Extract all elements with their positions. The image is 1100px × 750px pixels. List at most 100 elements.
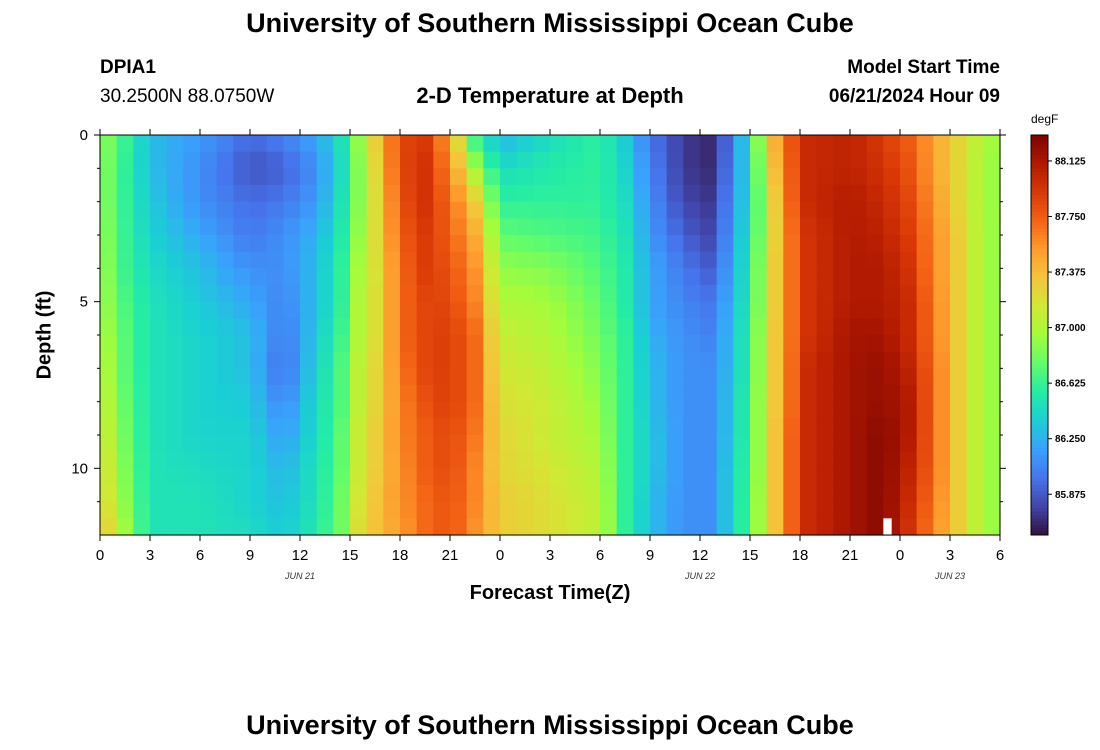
- heatmap-cell: [150, 335, 168, 353]
- heatmap-cell: [233, 151, 251, 169]
- heatmap-cell: [200, 235, 218, 253]
- heatmap-cell: [800, 385, 818, 403]
- heatmap-cell: [583, 435, 601, 453]
- station-coordinates: 30.2500N 88.0750W: [100, 86, 275, 107]
- heatmap-cell: [883, 168, 901, 186]
- heatmap-cell: [783, 201, 801, 219]
- heatmap-cell: [716, 151, 734, 169]
- heatmap-cell: [916, 151, 934, 169]
- heatmap-cell: [666, 318, 684, 336]
- colorbar-segment: [1031, 385, 1048, 389]
- heatmap-cell: [250, 501, 268, 519]
- heatmap-cell: [966, 251, 984, 269]
- heatmap-cell: [400, 218, 418, 236]
- colorbar-segment: [1031, 425, 1048, 429]
- heatmap-cell: [683, 351, 701, 369]
- heatmap-cell: [283, 385, 301, 403]
- heatmap-cell: [200, 201, 218, 219]
- heatmap-cell: [350, 235, 368, 253]
- heatmap-cell: [200, 185, 218, 203]
- heatmap-cell: [166, 251, 184, 269]
- heatmap-cell: [850, 485, 868, 503]
- heatmap-cell: [816, 351, 834, 369]
- heatmap-cell: [866, 368, 884, 386]
- colorbar-segment: [1031, 275, 1048, 279]
- heatmap-cell: [183, 235, 201, 253]
- colorbar-segment: [1031, 338, 1048, 343]
- heatmap-cell: [433, 251, 451, 269]
- heatmap-cell: [633, 135, 651, 153]
- heatmap-cell: [566, 201, 584, 219]
- heatmap-cell: [683, 268, 701, 286]
- heatmap-cell: [566, 235, 584, 253]
- colorbar-segment: [1031, 501, 1048, 506]
- colorbar-segment: [1031, 495, 1048, 499]
- heatmap-cell: [666, 235, 684, 253]
- heatmap-cell: [533, 418, 551, 436]
- colorbar-segment: [1031, 375, 1048, 379]
- heatmap-cell: [983, 301, 1001, 319]
- heatmap-cell: [733, 485, 751, 503]
- heatmap-cell: [916, 285, 934, 303]
- heatmap-cell: [983, 185, 1001, 203]
- heatmap-cell: [766, 235, 784, 253]
- heatmap-cell: [916, 485, 934, 503]
- colorbar-segment: [1031, 241, 1048, 246]
- heatmap-cell: [350, 185, 368, 203]
- heatmap-cell: [300, 418, 318, 436]
- heatmap-cell: [216, 335, 234, 353]
- heatmap-cell: [500, 418, 518, 436]
- heatmap-cell: [983, 385, 1001, 403]
- heatmap-cell: [716, 351, 734, 369]
- heatmap-cell: [750, 185, 768, 203]
- heatmap-cell: [616, 401, 634, 419]
- heatmap-cell: [133, 235, 151, 253]
- heatmap-cell: [983, 368, 1001, 386]
- heatmap-cell: [983, 501, 1001, 519]
- heatmap-cell: [550, 468, 568, 486]
- heatmap-cell: [383, 301, 401, 319]
- heatmap-cell: [616, 151, 634, 169]
- heatmap-cell: [150, 201, 168, 219]
- colorbar-segment: [1031, 208, 1048, 213]
- heatmap-cell: [616, 285, 634, 303]
- heatmap-cell: [766, 185, 784, 203]
- heatmap-cell: [500, 251, 518, 269]
- heatmap-cell: [400, 335, 418, 353]
- heatmap-cell: [883, 135, 901, 153]
- heatmap-cell: [483, 418, 501, 436]
- heatmap-cell: [533, 385, 551, 403]
- heatmap-cell: [483, 218, 501, 236]
- heatmap-cell: [116, 235, 134, 253]
- heatmap-cell: [933, 385, 951, 403]
- heatmap-cell: [266, 201, 284, 219]
- heatmap-cell: [516, 201, 534, 219]
- heatmap-cell: [366, 268, 384, 286]
- heatmap-cell: [266, 185, 284, 203]
- heatmap-cell: [466, 268, 484, 286]
- heatmap-cell: [150, 401, 168, 419]
- heatmap-cell: [416, 318, 434, 336]
- heatmap-cell: [983, 168, 1001, 186]
- heatmap-cell: [133, 518, 151, 536]
- heatmap-cell: [800, 268, 818, 286]
- heatmap-cell: [400, 401, 418, 419]
- heatmap-cell: [300, 435, 318, 453]
- heatmap-cell: [766, 135, 784, 153]
- heatmap-cell: [433, 301, 451, 319]
- heatmap-cell: [833, 218, 851, 236]
- heatmap-cell: [283, 418, 301, 436]
- heatmap-cell: [266, 251, 284, 269]
- heatmap-cell: [433, 268, 451, 286]
- heatmap-cell: [533, 401, 551, 419]
- heatmap-cell: [950, 218, 968, 236]
- heatmap-cell: [133, 185, 151, 203]
- heatmap-cell: [300, 335, 318, 353]
- heatmap-cell: [983, 235, 1001, 253]
- heatmap-cell: [800, 151, 818, 169]
- heatmap-cell: [700, 451, 718, 469]
- heatmap-cell: [150, 151, 168, 169]
- heatmap-cell: [866, 418, 884, 436]
- heatmap-cell: [766, 501, 784, 519]
- heatmap-cell: [250, 385, 268, 403]
